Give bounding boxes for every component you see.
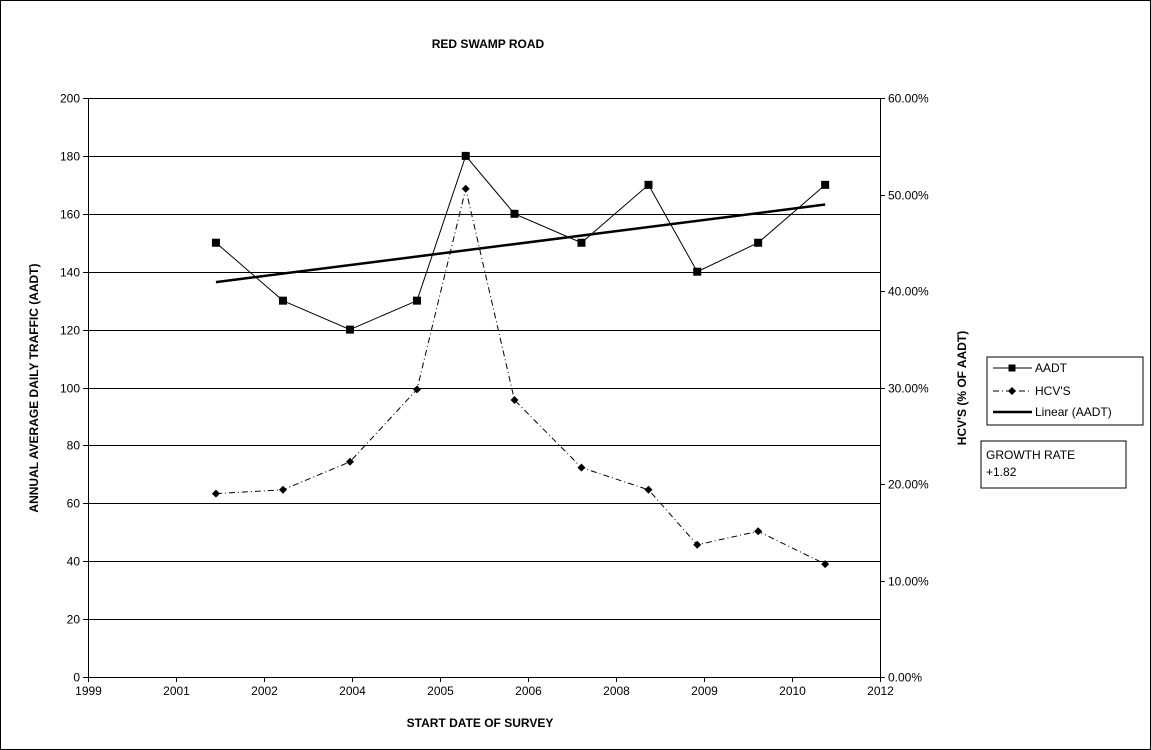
- aadt-point: [644, 180, 653, 189]
- y2-tick-label: 30.00%: [888, 382, 929, 396]
- x-tick-label: 2004: [339, 684, 366, 698]
- y-tick-label: 0: [73, 671, 80, 685]
- growth-rate-value: +1.82: [986, 465, 1017, 479]
- hcv-point: [754, 527, 763, 536]
- hcv-point: [510, 396, 519, 405]
- y-tick-label: 60: [67, 497, 81, 511]
- hcv-point: [821, 560, 830, 569]
- legend-aadt-marker: [1008, 364, 1016, 372]
- aadt-point: [211, 238, 220, 247]
- y2-tick-label: 40.00%: [888, 285, 929, 299]
- x-axis-tick-labels: 1999 2001 2002 2004 2005 2006 2008 2009 2010 2012: [75, 684, 894, 698]
- y2-axis-title: HCV'S (% OF AADT): [955, 331, 969, 445]
- x-tick-label: 2005: [427, 684, 454, 698]
- hcv-point: [211, 489, 220, 498]
- aadt-point: [821, 180, 830, 189]
- hcv-point: [644, 485, 653, 494]
- y2-tick-label: 20.00%: [888, 478, 929, 492]
- aadt-point: [278, 296, 287, 305]
- hcv-point: [345, 457, 354, 466]
- aadt-point: [754, 238, 763, 247]
- y-tick-label: 80: [67, 439, 81, 453]
- legend-hcv-marker: [1008, 387, 1016, 395]
- hcv-point: [693, 540, 702, 549]
- x-tick-label: 2012: [867, 684, 894, 698]
- x-axis-title: START DATE OF SURVEY: [407, 716, 554, 730]
- x-tick-label: 2010: [779, 684, 806, 698]
- hcv-point: [577, 463, 586, 472]
- x-tick-label: 2009: [691, 684, 718, 698]
- y2-tick-label: 10.00%: [888, 575, 929, 589]
- y-tick-label: 120: [60, 324, 80, 338]
- y-tick-label: 180: [60, 150, 80, 164]
- x-tick-label: 2002: [251, 684, 278, 698]
- aadt-point: [693, 267, 702, 276]
- y-tick-label: 160: [60, 208, 80, 222]
- y2-tick-label: 0.00%: [888, 671, 922, 685]
- y2-axis-tick-labels: 0.00% 10.00% 20.00% 30.00% 40.00% 50.00% 60.00…: [888, 92, 929, 685]
- x-tick-label: 2006: [515, 684, 542, 698]
- hcv-point: [461, 184, 470, 193]
- legend-aadt-label: AADT: [1035, 361, 1068, 375]
- y-tick-label: 200: [60, 92, 80, 106]
- aadt-point: [510, 209, 519, 218]
- y-tick-label: 100: [60, 382, 80, 396]
- axes: [83, 98, 885, 682]
- y-tick-label: 40: [67, 555, 81, 569]
- y2-tick-label: 50.00%: [888, 189, 929, 203]
- y-tick-label: 140: [60, 266, 80, 280]
- growth-rate-title: GROWTH RATE: [986, 448, 1075, 462]
- aadt-point: [412, 296, 421, 305]
- growth-rate-box: [980, 440, 1127, 489]
- y-axis-title: ANNUAL AVERAGE DAILY TRAFFIC (AADT): [27, 263, 41, 512]
- linear-trendline: [215, 203, 826, 284]
- plot-series: [211, 151, 830, 569]
- aadt-point: [345, 325, 354, 334]
- growth-rate-annotation: GROWTH RATE +1.82: [980, 440, 1127, 489]
- x-tick-label: 2001: [163, 684, 190, 698]
- y-tick-label: 20: [67, 613, 81, 627]
- legend-hcv-label: HCV'S: [1035, 384, 1071, 398]
- hcv-point: [278, 485, 287, 494]
- chart-title: RED SWAMP ROAD: [432, 37, 545, 51]
- x-tick-label: 1999: [75, 684, 102, 698]
- hcv-point: [412, 385, 421, 394]
- aadt-point: [577, 238, 586, 247]
- y-axis-tick-labels: 0 20 40 60 80 100 120 140 160 180 200: [60, 92, 80, 685]
- gridlines: [88, 98, 880, 620]
- x-tick-label: 2008: [603, 684, 630, 698]
- legend-linear-label: Linear (AADT): [1035, 405, 1112, 419]
- y2-tick-label: 60.00%: [888, 92, 929, 106]
- legend: AADT HCV'S Linear (AADT): [986, 356, 1144, 426]
- aadt-point: [461, 151, 470, 160]
